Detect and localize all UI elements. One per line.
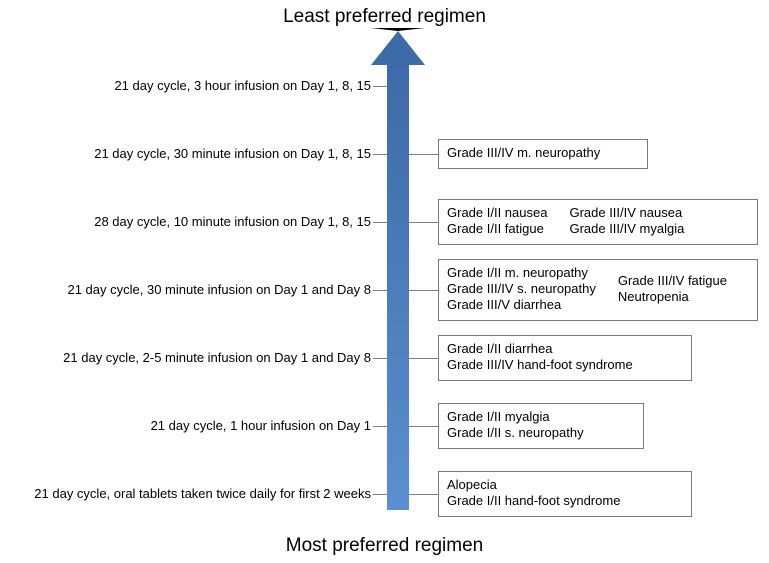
adverse-events-box: Grade I/II myalgiaGrade I/II s. neuropat…	[438, 403, 644, 449]
adverse-events-box: Grade III/IV m. neuropathy	[438, 139, 648, 169]
regimen-label: 21 day cycle, 2-5 minute infusion on Day…	[63, 350, 371, 365]
regimen-label: 21 day cycle, 1 hour infusion on Day 1	[151, 418, 371, 433]
adverse-event: Grade I/II s. neuropathy	[447, 425, 584, 441]
title-bottom: Most preferred regimen	[0, 535, 769, 557]
tick-right	[409, 154, 438, 155]
adverse-event: Grade III/V diarrhea	[447, 297, 596, 313]
adverse-event: Grade III/IV nausea	[569, 205, 684, 221]
tick-right	[409, 222, 438, 223]
regimen-label: 21 day cycle, 3 hour infusion on Day 1, …	[114, 78, 371, 93]
adverse-events-box: Grade I/II diarrheaGrade III/IV hand-foo…	[438, 335, 692, 381]
adverse-event: Grade III/IV myalgia	[569, 221, 684, 237]
regimen-label: 21 day cycle, 30 minute infusion on Day …	[67, 282, 371, 297]
arrow-head	[371, 28, 425, 65]
adverse-event: Grade I/II nausea	[447, 205, 547, 221]
tick-right	[409, 494, 438, 495]
regimen-label: 21 day cycle, oral tablets taken twice d…	[34, 486, 371, 501]
adverse-event: Alopecia	[447, 477, 620, 493]
tick-left	[373, 290, 387, 291]
adverse-event: Grade III/IV hand-foot syndrome	[447, 357, 633, 373]
box-column: Grade I/II nauseaGrade I/II fatigue	[447, 204, 547, 238]
arrow-shaft	[387, 62, 409, 510]
tick-left	[373, 358, 387, 359]
adverse-events-box: Grade I/II nauseaGrade I/II fatigueGrade…	[438, 199, 758, 245]
tick-left	[373, 222, 387, 223]
adverse-event: Grade III/IV s. neuropathy	[447, 281, 596, 297]
adverse-event: Grade I/II myalgia	[447, 409, 584, 425]
adverse-event: Grade I/II fatigue	[447, 221, 547, 237]
adverse-event: Grade I/II m. neuropathy	[447, 265, 596, 281]
adverse-event: Grade I/II diarrhea	[447, 341, 633, 357]
adverse-events-box: Grade I/II m. neuropathyGrade III/IV s. …	[438, 259, 758, 321]
title-top: Least preferred regimen	[0, 6, 769, 28]
tick-right	[409, 290, 438, 291]
tick-right	[409, 426, 438, 427]
tick-left	[373, 426, 387, 427]
box-column: Grade I/II m. neuropathyGrade III/IV s. …	[447, 264, 596, 314]
adverse-event: Grade III/IV fatigue	[618, 273, 727, 289]
adverse-event: Neutropenia	[618, 289, 727, 305]
regimen-label: 28 day cycle, 10 minute infusion on Day …	[94, 214, 371, 229]
adverse-event: Grade I/II hand-foot syndrome	[447, 493, 620, 509]
adverse-events-box: AlopeciaGrade I/II hand-foot syndrome	[438, 471, 692, 517]
adverse-event: Grade III/IV m. neuropathy	[447, 145, 600, 161]
box-column: Grade III/IV nauseaGrade III/IV myalgia	[569, 204, 684, 238]
box-column: Grade III/IV m. neuropathy	[447, 144, 600, 162]
tick-left	[373, 154, 387, 155]
box-column: AlopeciaGrade I/II hand-foot syndrome	[447, 476, 620, 510]
tick-left	[373, 86, 387, 87]
box-column: Grade I/II diarrheaGrade III/IV hand-foo…	[447, 340, 633, 374]
tick-right	[409, 358, 438, 359]
regimen-label: 21 day cycle, 30 minute infusion on Day …	[94, 146, 371, 161]
box-column: Grade III/IV fatigueNeutropenia	[618, 264, 727, 314]
tick-left	[373, 494, 387, 495]
box-column: Grade I/II myalgiaGrade I/II s. neuropat…	[447, 408, 584, 442]
